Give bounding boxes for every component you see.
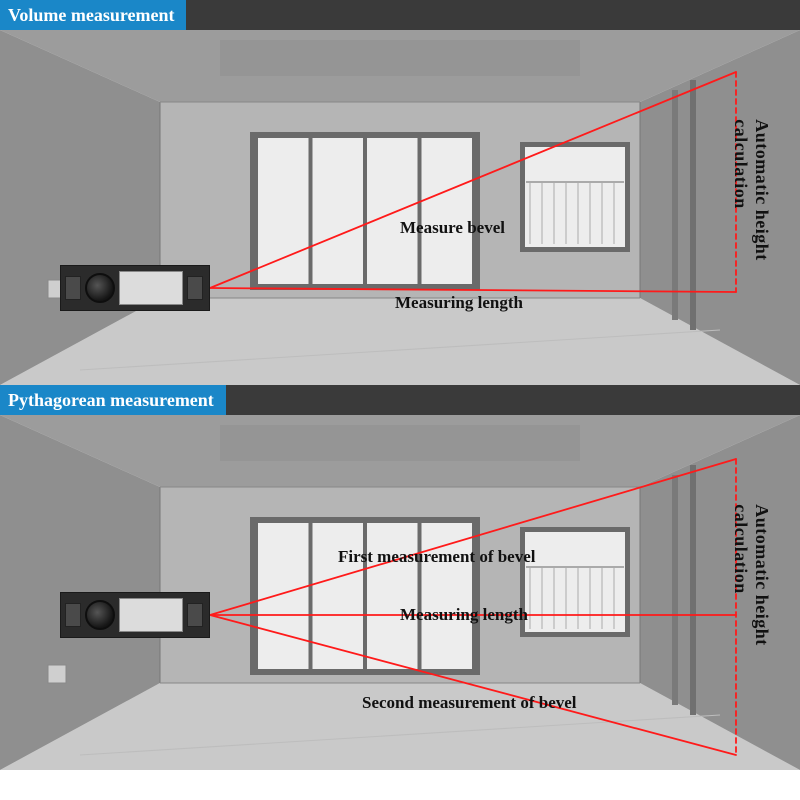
device-button-icon — [65, 276, 81, 300]
header-fill-bottom — [226, 385, 800, 415]
panel-volume: Automatic height calculation Measure bev… — [0, 30, 800, 385]
device-button-icon — [187, 603, 203, 627]
header-fill-top — [186, 0, 800, 30]
panel-pythagorean: Automatic height calculation First measu… — [0, 415, 800, 770]
label-first-bevel: First measurement of bevel — [338, 547, 536, 567]
device-screen-icon — [119, 271, 183, 305]
device-lens-icon — [85, 273, 115, 303]
line-overlay-1 — [0, 30, 800, 385]
side-label-auto-height-2: Automatic height calculation — [730, 504, 772, 682]
device-screen-icon — [119, 598, 183, 632]
label-measure-bevel: Measure bevel — [400, 218, 505, 238]
laser-device-icon — [60, 265, 210, 311]
label-second-bevel: Second measurement of bevel — [362, 693, 577, 713]
label-measuring-length: Measuring length — [395, 293, 523, 313]
device-button-icon — [187, 276, 203, 300]
header-row-bottom: Pythagorean measurement — [0, 385, 800, 415]
header-row-top: Volume measurement — [0, 0, 800, 30]
header-tab-volume: Volume measurement — [0, 0, 186, 30]
device-button-icon — [65, 603, 81, 627]
label-measuring-length-2: Measuring length — [400, 605, 528, 625]
laser-device-icon — [60, 592, 210, 638]
header-tab-pythagorean: Pythagorean measurement — [0, 385, 226, 415]
side-label-auto-height-1: Automatic height calculation — [730, 119, 772, 297]
device-lens-icon — [85, 600, 115, 630]
infographic-container: Volume measurement Automatic height calc… — [0, 0, 800, 800]
